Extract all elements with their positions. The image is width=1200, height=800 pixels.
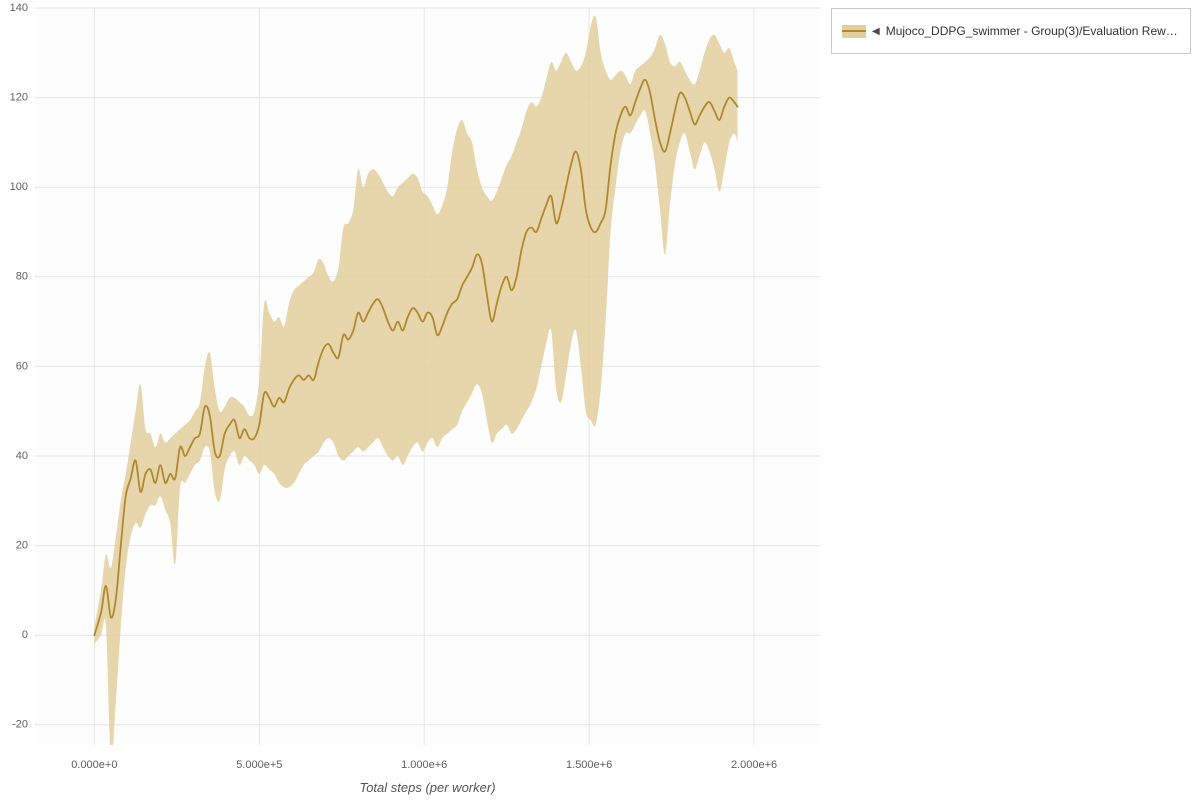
x-tick-label: 2.000e+6	[731, 759, 777, 771]
series-swatch-icon	[842, 24, 866, 38]
y-tick-label: 140	[10, 2, 28, 14]
y-tick-label: 80	[16, 271, 28, 283]
x-tick-label: 0.000e+0	[71, 759, 117, 771]
y-tick-label: 60	[16, 360, 28, 372]
tick-labels: -20 0 20 40 60 80 100 120 140 0.000e+0 5.000e+5 1.0…	[10, 2, 777, 771]
legend-item-series[interactable]: ◀ Mujoco_DDPG_swimmer - Group(3)/Evaluat…	[842, 24, 1180, 38]
y-tick-label: 40	[16, 450, 28, 462]
legend-series-label: Mujoco_DDPG_swimmer - Group(3)/Evaluatio…	[885, 24, 1180, 38]
x-axis-label: Total steps (per worker)	[359, 780, 496, 795]
x-tick-label: 1.000e+6	[401, 759, 447, 771]
legend: ◀ Mujoco_DDPG_swimmer - Group(3)/Evaluat…	[831, 8, 1191, 54]
y-tick-label: 0	[22, 629, 28, 641]
gridlines	[35, 7, 820, 745]
series-line-icon	[842, 29, 866, 32]
series-mean-line	[93, 78, 739, 637]
x-tick-label: 1.500e+6	[566, 759, 612, 771]
x-tick-label: 5.000e+5	[236, 759, 282, 771]
y-tick-label: 120	[10, 92, 28, 104]
y-tick-label: -20	[12, 719, 28, 731]
collapse-arrow-icon: ◀	[872, 25, 880, 37]
confidence-band	[94, 15, 738, 745]
y-tick-label: 20	[16, 540, 28, 552]
y-tick-label: 100	[10, 181, 28, 193]
